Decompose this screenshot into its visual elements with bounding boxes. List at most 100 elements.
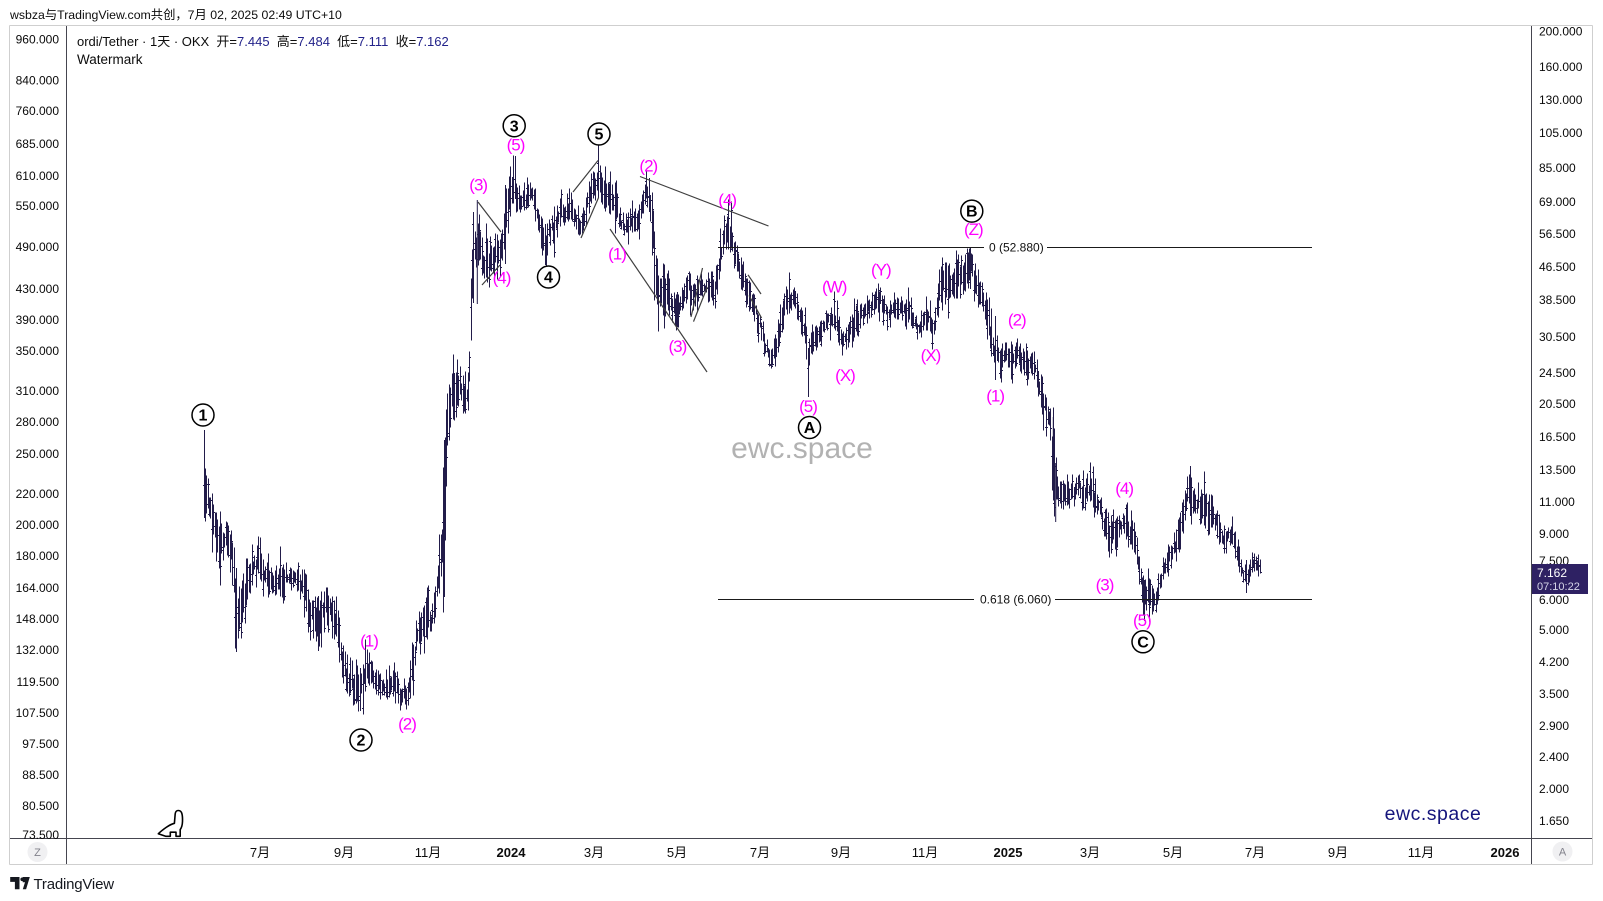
svg-text:(Y): (Y) [871, 261, 891, 280]
svg-text:13.500: 13.500 [1539, 463, 1576, 477]
svg-text:11.000: 11.000 [1539, 495, 1575, 509]
svg-text:430.000: 430.000 [16, 282, 60, 296]
svg-text:46.500: 46.500 [1539, 260, 1576, 274]
svg-text:88.500: 88.500 [22, 768, 59, 782]
svg-text:760.000: 760.000 [16, 104, 60, 118]
svg-text:85.000: 85.000 [1539, 161, 1576, 175]
svg-text:148.000: 148.000 [16, 612, 60, 626]
svg-text:(3): (3) [469, 176, 487, 195]
svg-text:(5): (5) [1133, 611, 1151, 630]
svg-text:A: A [1559, 847, 1567, 859]
svg-text:250.000: 250.000 [16, 447, 60, 461]
svg-text:105.000: 105.000 [1539, 126, 1583, 140]
svg-text:0 (52.880): 0 (52.880) [989, 241, 1044, 255]
svg-text:4.200: 4.200 [1539, 655, 1569, 669]
svg-text:130.000: 130.000 [1539, 93, 1583, 107]
svg-text:3.500: 3.500 [1539, 687, 1569, 701]
svg-text:(4): (4) [718, 191, 736, 210]
svg-text:200.000: 200.000 [1539, 25, 1583, 39]
svg-text:160.000: 160.000 [1539, 60, 1583, 74]
svg-text:38.500: 38.500 [1539, 293, 1576, 307]
svg-text:(2): (2) [398, 715, 416, 734]
svg-text:7月: 7月 [1245, 845, 1265, 860]
svg-text:2: 2 [357, 733, 366, 750]
svg-text:132.000: 132.000 [16, 643, 60, 657]
svg-text:20.500: 20.500 [1539, 397, 1576, 411]
svg-text:(W): (W) [822, 278, 847, 297]
svg-text:(X): (X) [835, 366, 855, 385]
svg-text:(1): (1) [608, 245, 626, 264]
svg-text:164.000: 164.000 [16, 581, 60, 595]
svg-text:24.500: 24.500 [1539, 366, 1576, 380]
svg-text:6.000: 6.000 [1539, 593, 1569, 607]
svg-text:107.500: 107.500 [16, 706, 60, 720]
svg-text:1.650: 1.650 [1539, 814, 1569, 828]
svg-text:5月: 5月 [1163, 845, 1183, 860]
svg-text:(5): (5) [799, 397, 817, 416]
svg-text:ewc.space: ewc.space [1385, 803, 1482, 825]
svg-text:3月: 3月 [1080, 845, 1100, 860]
svg-text:11月: 11月 [415, 845, 442, 860]
svg-text:280.000: 280.000 [16, 415, 60, 429]
svg-text:310.000: 310.000 [16, 384, 60, 398]
svg-text:5: 5 [595, 127, 604, 144]
svg-text:(4): (4) [493, 269, 511, 288]
svg-text:7.162: 7.162 [1537, 566, 1567, 580]
svg-text:11月: 11月 [1408, 845, 1435, 860]
svg-text:56.500: 56.500 [1539, 227, 1576, 241]
svg-text:3月: 3月 [584, 845, 604, 860]
svg-text:9.000: 9.000 [1539, 527, 1569, 541]
svg-text:B: B [966, 204, 978, 221]
svg-text:07:10:22: 07:10:22 [1537, 581, 1580, 593]
svg-text:4: 4 [544, 270, 553, 287]
svg-text:200.000: 200.000 [16, 518, 60, 532]
svg-text:wsbza与TradingView.com共创，7月 02,: wsbza与TradingView.com共创，7月 02, 2025 02:4… [9, 8, 342, 22]
svg-text:180.000: 180.000 [16, 549, 60, 563]
svg-text:(1): (1) [360, 632, 378, 651]
svg-text:(2): (2) [639, 157, 657, 176]
svg-text:7月: 7月 [750, 845, 770, 860]
svg-text:(5): (5) [507, 136, 525, 155]
svg-text:(4): (4) [1115, 479, 1133, 498]
svg-text:C: C [1137, 634, 1149, 651]
svg-text:ordi/Tether · 1天 · OKX 开=7.44: ordi/Tether · 1天 · OKX 开=7.445 高=7.484 低… [77, 34, 449, 49]
svg-text:220.000: 220.000 [16, 487, 60, 501]
svg-text:0.618 (6.060): 0.618 (6.060) [980, 593, 1051, 607]
svg-text:2.400: 2.400 [1539, 750, 1569, 764]
svg-text:1: 1 [199, 408, 208, 425]
svg-text:2.000: 2.000 [1539, 782, 1569, 796]
svg-text:(Z): (Z) [964, 220, 983, 239]
svg-text:(1): (1) [986, 386, 1004, 405]
svg-text:7月: 7月 [250, 845, 270, 860]
svg-text:2025: 2025 [994, 845, 1023, 860]
svg-text:30.500: 30.500 [1539, 330, 1576, 344]
svg-text:2024: 2024 [497, 845, 527, 860]
svg-text:610.000: 610.000 [16, 169, 60, 183]
svg-text:5.000: 5.000 [1539, 623, 1569, 637]
svg-text:9月: 9月 [334, 845, 354, 860]
svg-text:9月: 9月 [831, 845, 851, 860]
svg-text:9月: 9月 [1328, 845, 1348, 860]
svg-text:73.500: 73.500 [22, 828, 59, 842]
svg-text:Z: Z [34, 847, 41, 859]
svg-text:16.500: 16.500 [1539, 430, 1576, 444]
svg-text:390.000: 390.000 [16, 313, 60, 327]
svg-text:ewc.space: ewc.space [731, 432, 873, 465]
svg-text:(2): (2) [1008, 310, 1026, 329]
svg-text:69.000: 69.000 [1539, 195, 1576, 209]
svg-text:(3): (3) [1096, 576, 1114, 595]
svg-text:350.000: 350.000 [16, 344, 60, 358]
svg-text:80.500: 80.500 [22, 799, 59, 813]
svg-text:685.000: 685.000 [16, 137, 60, 151]
svg-text:3: 3 [510, 118, 519, 135]
svg-text:11月: 11月 [912, 845, 939, 860]
svg-text:960.000: 960.000 [16, 33, 60, 47]
svg-text:(3): (3) [669, 337, 687, 356]
svg-text:2.900: 2.900 [1539, 719, 1569, 733]
svg-text:TradingView: TradingView [34, 876, 115, 893]
svg-text:550.000: 550.000 [16, 199, 60, 213]
svg-text:Watermark: Watermark [77, 52, 143, 67]
svg-text:119.500: 119.500 [17, 675, 60, 689]
svg-text:A: A [804, 420, 816, 437]
svg-text:97.500: 97.500 [22, 737, 59, 751]
